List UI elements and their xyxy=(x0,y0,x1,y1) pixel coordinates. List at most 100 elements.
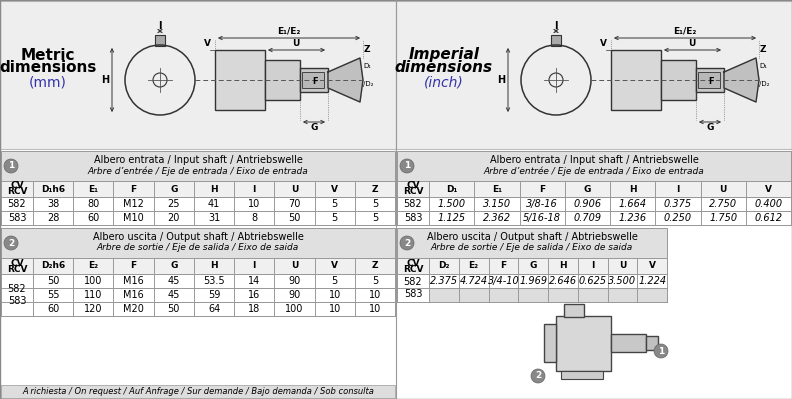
Bar xyxy=(397,181,791,197)
Text: 59: 59 xyxy=(208,290,220,300)
Text: Z: Z xyxy=(364,45,370,55)
Text: 110: 110 xyxy=(84,290,102,300)
Text: V: V xyxy=(204,40,211,49)
Text: D₂: D₂ xyxy=(438,261,450,271)
Circle shape xyxy=(400,236,414,250)
Bar xyxy=(696,68,724,92)
Text: 60: 60 xyxy=(47,304,59,314)
Bar xyxy=(396,1,792,149)
Text: F: F xyxy=(131,184,136,194)
Text: E₁/E₂: E₁/E₂ xyxy=(277,26,301,36)
Text: RCV: RCV xyxy=(7,188,27,196)
Text: U: U xyxy=(291,184,298,194)
Text: 10: 10 xyxy=(369,290,381,300)
Polygon shape xyxy=(328,58,363,102)
Text: 2.362: 2.362 xyxy=(483,213,511,223)
Bar xyxy=(265,60,300,100)
Text: H: H xyxy=(101,75,109,85)
Text: 10: 10 xyxy=(369,304,381,314)
Text: 50: 50 xyxy=(168,304,180,314)
Bar xyxy=(564,304,584,317)
Text: 38: 38 xyxy=(47,199,59,209)
Bar xyxy=(155,35,165,46)
Text: 5: 5 xyxy=(332,276,338,286)
Text: 2: 2 xyxy=(404,239,410,247)
Text: Arbre d’entrée / Eje de entrada / Eixo de entrada: Arbre d’entrée / Eje de entrada / Eixo d… xyxy=(484,166,704,176)
Bar xyxy=(397,228,667,258)
Text: 14: 14 xyxy=(248,276,261,286)
Text: 28: 28 xyxy=(47,213,59,223)
Text: 5: 5 xyxy=(371,199,378,209)
Text: 4.724: 4.724 xyxy=(459,276,488,286)
Bar xyxy=(611,50,661,110)
Text: E₁/E₂: E₁/E₂ xyxy=(673,26,697,36)
Text: 582
583: 582 583 xyxy=(8,284,26,306)
Bar xyxy=(397,151,791,181)
Bar xyxy=(551,35,561,46)
Text: U: U xyxy=(291,261,298,271)
Text: CV: CV xyxy=(10,259,24,267)
Text: F: F xyxy=(539,184,545,194)
Text: V: V xyxy=(600,40,607,49)
Bar xyxy=(1,302,395,316)
Text: 60: 60 xyxy=(87,213,100,223)
Text: H: H xyxy=(559,261,567,271)
Text: F: F xyxy=(708,77,714,85)
Bar xyxy=(698,72,720,88)
Text: G: G xyxy=(584,184,591,194)
Text: RCV: RCV xyxy=(403,188,423,196)
Text: D₁h6: D₁h6 xyxy=(41,184,65,194)
Text: 100: 100 xyxy=(285,304,303,314)
Bar xyxy=(397,274,667,288)
Text: Albero uscita / Output shaft / Abtriebswelle: Albero uscita / Output shaft / Abtriebsw… xyxy=(93,232,303,242)
Bar xyxy=(1,151,395,181)
Text: I: I xyxy=(253,261,256,271)
Text: U: U xyxy=(292,40,299,49)
Text: I: I xyxy=(554,21,558,31)
Text: U: U xyxy=(719,184,727,194)
Bar xyxy=(646,336,658,350)
Text: 3/4-10: 3/4-10 xyxy=(488,276,520,286)
Bar xyxy=(611,334,646,352)
Text: M10: M10 xyxy=(124,213,144,223)
Text: Albero uscita / Output shaft / Abtriebswelle: Albero uscita / Output shaft / Abtriebsw… xyxy=(427,232,638,242)
Text: E₂: E₂ xyxy=(88,261,98,271)
Text: 1.750: 1.750 xyxy=(709,213,737,223)
Bar xyxy=(1,211,395,225)
Text: 583: 583 xyxy=(404,213,422,223)
Text: G: G xyxy=(706,124,714,132)
Text: 1: 1 xyxy=(8,162,14,170)
Text: D₁: D₁ xyxy=(759,63,767,69)
Bar xyxy=(544,324,556,362)
Text: Z: Z xyxy=(371,184,378,194)
Text: Albero entrata / Input shaft / Antriebswelle: Albero entrata / Input shaft / Antriebsw… xyxy=(93,155,303,165)
Text: Albero entrata / Input shaft / Antriebswelle: Albero entrata / Input shaft / Antriebsw… xyxy=(489,155,699,165)
Text: V: V xyxy=(649,261,656,271)
Text: 2.375: 2.375 xyxy=(430,276,458,286)
Text: A richiesta / On request / Auf Anfrage / Sur demande / Bajo demanda / Sob consul: A richiesta / On request / Auf Anfrage /… xyxy=(22,387,374,395)
Text: CV: CV xyxy=(406,259,420,267)
Text: 55: 55 xyxy=(47,290,59,300)
Text: 5: 5 xyxy=(332,199,338,209)
Circle shape xyxy=(4,236,18,250)
Text: D₁: D₁ xyxy=(446,184,457,194)
Circle shape xyxy=(400,159,414,173)
Text: Z: Z xyxy=(760,45,766,55)
Text: M12: M12 xyxy=(123,199,144,209)
Text: F: F xyxy=(312,77,318,85)
Text: E₁: E₁ xyxy=(89,184,98,194)
Text: CV: CV xyxy=(10,182,24,190)
Text: 1: 1 xyxy=(658,346,664,356)
Text: 2.646: 2.646 xyxy=(549,276,577,286)
Text: (inch): (inch) xyxy=(425,76,464,90)
Text: I: I xyxy=(591,261,594,271)
Text: V: V xyxy=(331,261,338,271)
Text: RCV: RCV xyxy=(403,265,423,273)
Text: CV: CV xyxy=(406,182,420,190)
Text: G: G xyxy=(170,184,177,194)
Bar xyxy=(302,72,324,88)
Bar xyxy=(1,258,395,274)
Text: 1.500: 1.500 xyxy=(437,199,466,209)
Text: /D₂: /D₂ xyxy=(363,81,374,87)
Text: H: H xyxy=(210,261,218,271)
